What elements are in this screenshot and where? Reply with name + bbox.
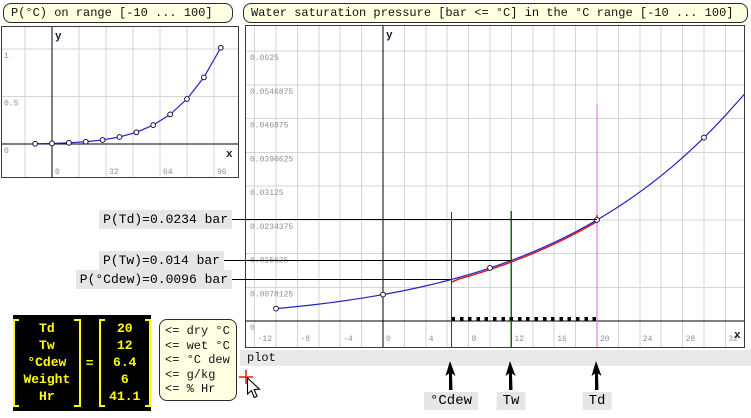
matrix-name: °Cdew [27,354,67,370]
svg-text:32: 32 [109,168,119,177]
small-chart-title[interactable]: P(°C) on range [-10 ... 100] [3,3,233,23]
svg-text:-4: -4 [343,335,353,344]
svg-text:0: 0 [4,147,9,156]
matrix-value: 12 [116,338,133,354]
svg-text:0.0546875: 0.0546875 [250,88,293,97]
svg-text:0.0078125: 0.0078125 [250,290,293,299]
matrix-value: 41.1 [109,388,141,404]
svg-text:x: x [226,149,233,161]
svg-text:y: y [386,30,393,42]
matrix-bracket-left [13,319,20,407]
svg-text:8: 8 [472,335,477,344]
svg-text:0.0390625: 0.0390625 [250,155,293,164]
svg-text:0.0234375: 0.0234375 [250,223,293,232]
matrix-value: 6.4 [113,354,137,370]
matrix-bracket-left [98,319,105,407]
p-tw-leader-line [224,260,511,261]
main-chart-title-text: Water saturation pressure [bar <= °C] in… [251,6,734,20]
p-cdew-leader-line [232,279,451,280]
svg-text:y: y [55,31,62,43]
crosshair-cursor-icon [239,370,253,384]
svg-text:x: x [734,330,741,342]
td-marker-arrow[interactable] [591,361,603,390]
svg-text:0.046875: 0.046875 [250,122,289,131]
svg-text:12: 12 [514,335,524,344]
svg-text:-12: -12 [258,335,273,344]
matrix-value: 6 [120,371,129,387]
plot-label: plot [247,351,276,365]
matrix-values-column: 20 12 6.4 6 41.1 [109,321,141,405]
matrix-names-column: Td Tw °Cdew Weight Hr [23,321,70,405]
matrix-name: Hr [39,388,55,404]
matrix-bracket-right [144,319,151,407]
svg-text:24: 24 [643,335,653,344]
small-overview-chart[interactable]: 0 32 64 96 1 0.5 0 x y [1,26,239,178]
legend-item-dry: <= dry °C [165,324,230,338]
main-chart-title[interactable]: Water saturation pressure [bar <= °C] in… [243,3,748,23]
td-marker-label[interactable]: Td [582,392,612,410]
svg-text:0.015625: 0.015625 [250,257,289,266]
svg-text:20: 20 [600,335,610,344]
matrix-equals: = [85,355,94,371]
plot-statusbar [240,350,751,366]
svg-text:96: 96 [217,168,227,177]
svg-text:0.0625: 0.0625 [250,54,279,63]
svg-text:16: 16 [557,335,567,344]
p-cdew-annotation-label[interactable]: P(°Cdew)=0.0096 bar [75,270,232,289]
legend-item-wet: <= wet °C [165,338,230,353]
p-td-leader-line [232,219,597,220]
matrix-bracket-right [74,319,81,407]
matrix-name: Tw [39,338,55,354]
legend-item-hr: <= % Hr [165,382,216,397]
svg-text:32: 32 [728,335,738,344]
cdew-marker-arrow[interactable] [445,361,457,390]
cdew-marker-label[interactable]: °Cdew [423,392,479,410]
svg-text:0.03125: 0.03125 [250,189,284,198]
svg-text:0: 0 [55,168,60,177]
svg-text:64: 64 [163,168,173,177]
tw-marker-arrow[interactable] [505,361,517,390]
svg-text:4: 4 [429,335,434,344]
legend-item-gkg: <= g/kg [165,367,216,382]
svg-text:28: 28 [686,335,696,344]
mouse-pointer-icon [246,377,261,399]
matrix-name: Td [39,321,55,337]
svg-text:1: 1 [4,52,9,61]
inputs-matrix[interactable]: Td Tw °Cdew Weight Hr = 20 12 6.4 6 41.1 [13,315,151,411]
svg-text:0: 0 [250,324,255,333]
svg-text:0: 0 [386,335,391,344]
main-saturation-chart[interactable]: -12 -8 -4 0 4 8 12 16 20 24 28 32 0.0625 0.0546875 0.0… [245,25,745,348]
p-td-annotation-label[interactable]: P(Td)=0.0234 bar [99,210,232,229]
matrix-value: 20 [116,321,133,337]
matrix-name: Weight [23,371,71,387]
legend-box[interactable]: <= dry °C <= wet °C <= °C dew <= g/kg <=… [159,319,237,401]
legend-item-dew: <= °C dew [165,353,230,368]
small-chart-title-text: P(°C) on range [-10 ... 100] [11,6,213,20]
tw-marker-label[interactable]: Tw [496,392,526,410]
svg-text:-8: -8 [300,335,310,344]
svg-text:0.5: 0.5 [4,100,19,109]
p-tw-annotation-label[interactable]: P(Tw)=0.014 bar [98,251,224,270]
